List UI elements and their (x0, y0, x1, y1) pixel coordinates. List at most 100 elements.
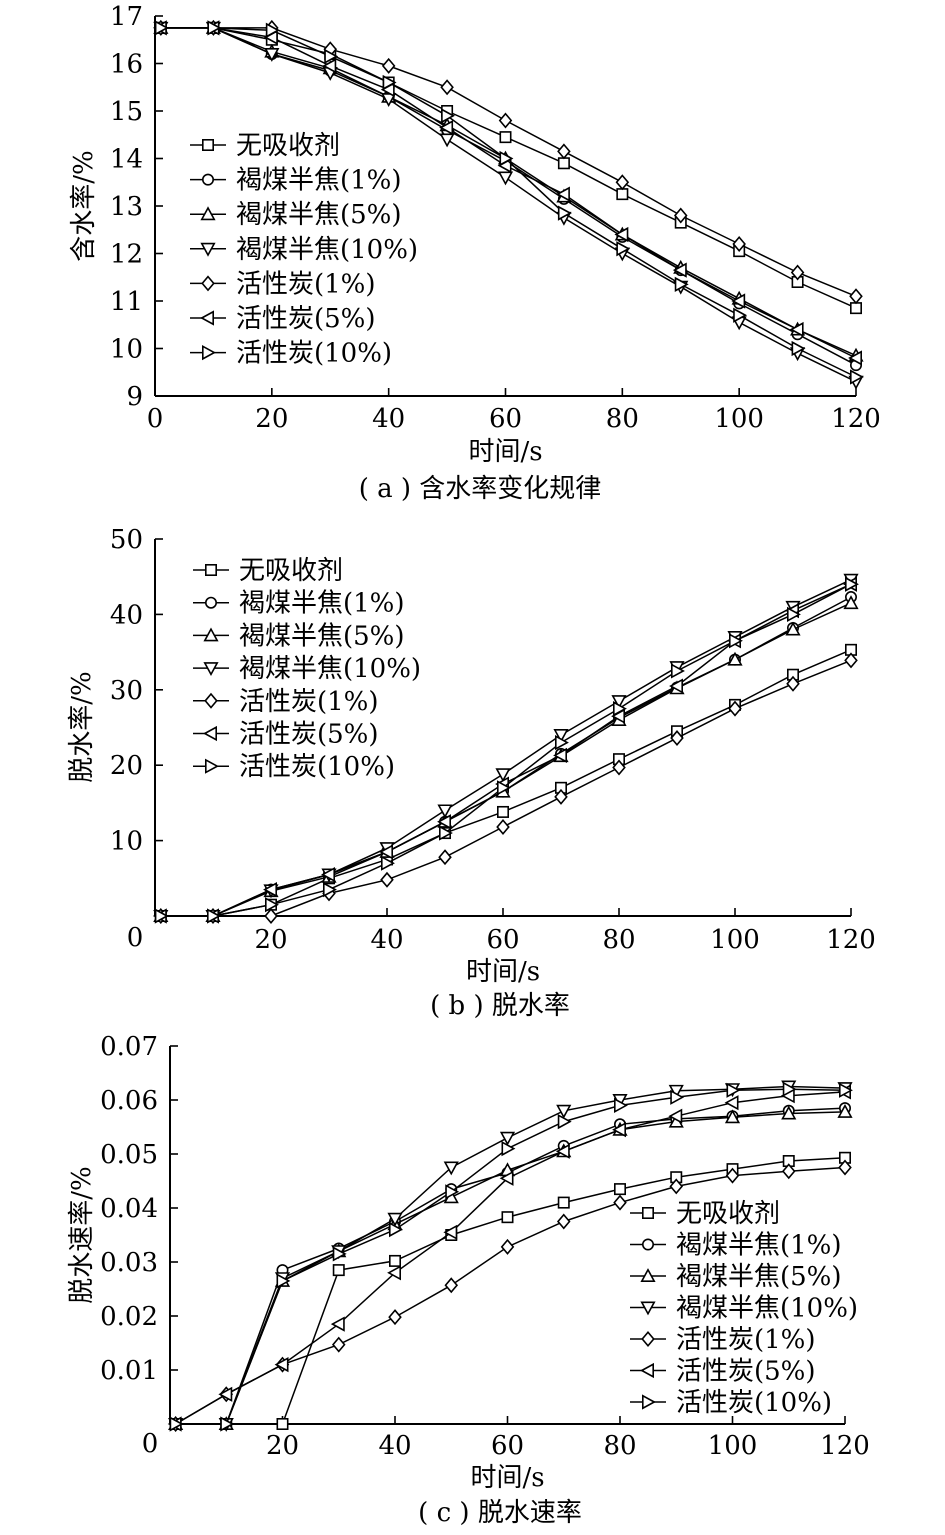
data-point (439, 120, 454, 136)
data-point (501, 1141, 516, 1157)
legend-label: 褐煤半焦(1%) (236, 166, 402, 196)
data-point (674, 276, 689, 292)
data-point (322, 882, 337, 898)
data-point (264, 897, 279, 913)
data-point (218, 1386, 233, 1402)
legend: 无吸收剂褐煤半焦(1%)褐煤半焦(5%)褐煤半焦(10%)活性炭(1%)活性炭(… (630, 1199, 858, 1418)
data-point (331, 1336, 346, 1353)
data-point (437, 804, 453, 819)
x-tick-label: 0 (147, 404, 164, 434)
y-tick-label: 15 (110, 97, 143, 127)
data-point (612, 701, 627, 717)
legend-label: 活性炭(10%) (239, 752, 395, 782)
data-point (499, 150, 514, 167)
x-tick-label: 20 (254, 925, 287, 955)
legend-marker (205, 563, 218, 576)
data-point (274, 1357, 289, 1373)
y-tick-label: 10 (110, 827, 143, 857)
x-axis-label: 时间/s (470, 1463, 544, 1493)
y-tick-label: 0.06 (100, 1086, 158, 1116)
data-point (499, 131, 512, 144)
data-point (498, 112, 513, 129)
data-point (616, 188, 629, 201)
y-tick-label: 0.01 (100, 1356, 158, 1386)
data-point (264, 908, 278, 924)
data-point (321, 866, 336, 883)
data-point (557, 1114, 572, 1130)
data-point (731, 293, 746, 309)
data-point (444, 1277, 459, 1294)
data-point (332, 1264, 345, 1277)
data-point (838, 1082, 853, 1098)
data-point (844, 652, 858, 669)
series-6 (167, 1084, 852, 1432)
y-tick-label: 14 (110, 145, 143, 175)
data-point (207, 20, 222, 36)
data-point (499, 1131, 516, 1146)
y-tick-label: 11 (110, 287, 143, 317)
legend-label: 无吸收剂 (236, 131, 340, 161)
data-point (727, 651, 743, 666)
x-tick-label: 40 (370, 925, 403, 955)
legend: 无吸收剂褐煤半焦(1%)褐煤半焦(5%)褐煤半焦(10%)活性炭(1%)活性炭(… (190, 131, 418, 369)
data-point (554, 734, 569, 751)
y-tick-label: 9 (126, 382, 143, 412)
data-point (728, 633, 743, 649)
legend-marker (205, 758, 219, 774)
legend-label: 活性炭(5%) (676, 1357, 816, 1387)
x-tick-label: 20 (266, 1431, 299, 1461)
data-point (501, 1211, 514, 1224)
data-point (557, 1196, 570, 1209)
series-7 (169, 1081, 853, 1432)
legend-label: 褐煤半焦(1%) (676, 1231, 842, 1261)
data-point (324, 48, 339, 64)
data-point (388, 1222, 403, 1238)
x-tick-label: 120 (826, 925, 876, 955)
data-point (556, 186, 570, 202)
panel-caption: ( b ) 脱水率 (430, 991, 570, 1021)
data-point (276, 1273, 291, 1289)
legend-label: 褐煤半焦(10%) (239, 654, 421, 684)
legend-marker (200, 242, 216, 257)
legend-marker (200, 310, 214, 326)
data-point (265, 22, 280, 38)
legend-marker (204, 692, 218, 709)
legend-label: 无吸收剂 (239, 556, 343, 586)
legend-marker (641, 1207, 654, 1220)
legend-marker (641, 1238, 654, 1251)
legend: 无吸收剂褐煤半焦(1%)褐煤半焦(5%)褐煤半焦(10%)活性炭(1%)活性炭(… (193, 556, 421, 782)
data-point (387, 1265, 402, 1281)
data-point (613, 1194, 627, 1211)
data-point (557, 157, 570, 170)
y-tick-label: 16 (110, 50, 143, 80)
data-point (497, 171, 514, 186)
legend-label: 褐煤半焦(10%) (236, 235, 418, 265)
y-tick-label: 17 (110, 2, 143, 32)
data-point (668, 1108, 683, 1124)
data-point (276, 1418, 289, 1431)
legend-marker (202, 173, 215, 186)
data-point (499, 1170, 514, 1186)
legend-label: 褐煤半焦(5%) (239, 621, 405, 651)
panel-caption: ( c ) 脱水速率 (418, 1498, 582, 1528)
data-point (838, 1159, 852, 1176)
legend-label: 活性炭(10%) (236, 339, 392, 369)
x-tick-label: 60 (486, 925, 519, 955)
data-point (782, 1081, 797, 1097)
x-tick-label: 80 (603, 1431, 636, 1461)
data-point (614, 226, 629, 243)
y-tick-label: 0.02 (100, 1302, 158, 1332)
data-point (557, 205, 572, 221)
data-point (670, 1089, 685, 1105)
data-point (382, 74, 397, 91)
series-7 (154, 20, 864, 385)
legend-label: 褐煤半焦(10%) (676, 1294, 858, 1324)
legend-marker (641, 1394, 656, 1410)
data-point (556, 1213, 571, 1230)
y-tick-label: 0 (142, 1429, 159, 1459)
data-point (669, 1178, 684, 1195)
data-point (553, 729, 569, 743)
x-tick-label: 100 (714, 404, 764, 434)
legend-label: 活性炭(5%) (236, 304, 376, 334)
